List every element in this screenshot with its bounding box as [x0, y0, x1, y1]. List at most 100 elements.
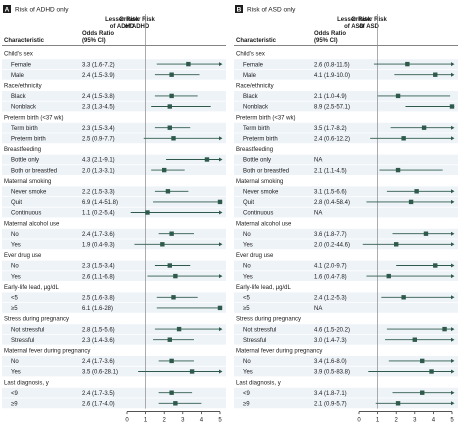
row-odds-ratio-text: 2.1 (1.1-4.5)	[314, 168, 347, 174]
column-header-odds-ratio-line-2: (95% CI)	[82, 38, 106, 44]
ci-arrow-icon	[451, 327, 455, 332]
row-band	[234, 154, 458, 165]
row-band	[2, 324, 226, 334]
row-item-label: No	[243, 232, 251, 238]
row-odds-ratio-text: 2.2 (1.5-3.3)	[82, 190, 115, 196]
odds-ratio-marker	[169, 390, 174, 395]
row-item-label: <9	[11, 391, 19, 397]
row-item-label: No	[11, 264, 19, 270]
ci-arrow-icon	[451, 369, 455, 374]
row-item-label: ≥9	[243, 402, 250, 408]
x-axis-tick-label: 0	[125, 418, 129, 422]
panel-badge	[235, 5, 243, 13]
ci-arrow-icon	[451, 231, 455, 236]
ci-arrow-icon	[219, 369, 223, 374]
row-odds-ratio-text: 1.1 (0.2-5.4)	[82, 211, 115, 217]
odds-ratio-marker	[186, 61, 191, 67]
row-item-label: ≥5	[243, 306, 250, 312]
odds-ratio-marker	[405, 61, 410, 67]
odds-ratio-marker	[167, 263, 172, 268]
column-header-lesser-risk: Lesser Risk of ASD	[337, 17, 371, 30]
ci-arrow-icon	[451, 295, 455, 300]
row-group-label: Ever drug use	[236, 253, 274, 259]
odds-ratio-marker	[421, 125, 427, 130]
ci-arrow-icon	[219, 242, 223, 247]
odds-ratio-marker	[189, 369, 195, 374]
column-header-odds-ratio-line-2: (95% CI)	[314, 38, 338, 44]
row-band	[2, 334, 226, 345]
row-item-label: Both or breastfed	[243, 168, 289, 174]
odds-ratio-marker	[160, 242, 165, 247]
row-odds-ratio-text: 2.6 (0.8-11.5)	[314, 62, 350, 68]
row-odds-ratio-text: 2.8 (0.4-58.4)	[314, 200, 350, 206]
row-band	[234, 324, 458, 334]
row-odds-ratio-text: 2.6 (1.1-6.8)	[82, 274, 115, 280]
row-band	[234, 334, 458, 345]
row-odds-ratio-text: 2.3 (1.5-3.4)	[82, 264, 115, 270]
x-axis-tick-label: 5	[450, 418, 454, 422]
row-item-label: Continuous	[11, 211, 41, 217]
row-group-label: Preterm birth (<37 wk)	[236, 115, 296, 121]
odds-ratio-marker	[169, 72, 174, 77]
ci-arrow-icon	[451, 274, 455, 279]
row-odds-ratio-text: 6.9 (1.4-51.8)	[82, 200, 118, 206]
row-odds-ratio-text: 2.4 (1.5-3.8)	[82, 94, 115, 100]
x-axis-tick-label: 4	[432, 418, 436, 422]
ci-arrow-icon	[451, 72, 455, 77]
row-odds-ratio-text: 2.3 (1.4-3.6)	[82, 338, 115, 344]
row-item-label: Yes	[243, 274, 253, 280]
row-odds-ratio-text: 2.5 (0.9-7.7)	[82, 137, 115, 143]
row-group-label: Maternal fever during pregnancy	[4, 349, 90, 355]
row-odds-ratio-text: 4.6 (1.5-20.2)	[314, 327, 350, 333]
row-band	[234, 292, 458, 303]
row-band	[2, 366, 226, 377]
row-item-label: <5	[11, 296, 19, 302]
ci-arrow-icon	[219, 327, 223, 332]
ci-arrow-icon	[219, 274, 223, 279]
odds-ratio-marker	[423, 231, 429, 236]
column-header-lesser-risk-line-1: Lesser Risk	[337, 17, 371, 23]
row-item-label: No	[243, 359, 251, 365]
row-band	[2, 260, 226, 271]
row-odds-ratio-text: 2.6 (1.7-4.0)	[82, 402, 115, 408]
odds-ratio-marker	[414, 189, 419, 194]
ci-arrow-icon	[451, 199, 455, 204]
row-odds-ratio-text: 2.0 (1.3-3.1)	[82, 168, 115, 174]
row-band	[234, 207, 458, 218]
row-item-label: Never smoke	[243, 190, 279, 196]
row-odds-ratio-text: 2.8 (1.5-5.6)	[82, 327, 115, 333]
odds-ratio-marker	[217, 199, 223, 205]
row-band	[234, 186, 458, 197]
odds-ratio-marker	[204, 157, 210, 162]
odds-ratio-marker	[449, 104, 455, 109]
row-odds-ratio-text: 1.9 (0.4-9.3)	[82, 243, 115, 249]
ci-arrow-icon	[219, 210, 223, 215]
odds-ratio-marker	[167, 337, 172, 342]
row-odds-ratio-text: 2.1 (0.9-5.7)	[314, 402, 347, 408]
x-axis-tick-label: 3	[181, 418, 185, 422]
odds-ratio-marker	[395, 93, 401, 99]
row-item-label: Bottle only	[243, 158, 271, 164]
odds-ratio-marker	[433, 263, 438, 268]
row-group-label: Ever drug use	[4, 253, 42, 259]
row-odds-ratio-text: 6.1 (1.6-28)	[82, 306, 113, 312]
column-header-odds-ratio: Odds Ratio (95% CI)	[314, 31, 346, 44]
x-axis-tick-label: 1	[376, 418, 380, 422]
column-header-greater-risk-line-2: of ADHD	[125, 24, 150, 30]
row-odds-ratio-text: 2.0 (0.2-44.6)	[314, 243, 350, 249]
row-group-label: Breastfeeding	[4, 147, 41, 153]
row-group-label: Early-life lead, µg/dL	[4, 285, 59, 291]
row-band	[234, 69, 458, 80]
row-item-label: ≥5	[11, 306, 18, 312]
row-band	[2, 292, 226, 303]
row-band	[2, 197, 226, 207]
row-item-label: Yes	[243, 370, 253, 376]
column-header-odds-ratio-line-1: Odds Ratio	[82, 31, 114, 37]
odds-ratio-marker	[395, 167, 401, 173]
row-band	[2, 387, 226, 398]
column-header-odds-ratio: Odds Ratio (95% CI)	[82, 31, 114, 44]
odds-ratio-marker	[165, 189, 171, 194]
row-item-label: Nonblack	[243, 105, 269, 111]
row-band	[234, 228, 458, 239]
row-item-label: Female	[11, 62, 32, 68]
